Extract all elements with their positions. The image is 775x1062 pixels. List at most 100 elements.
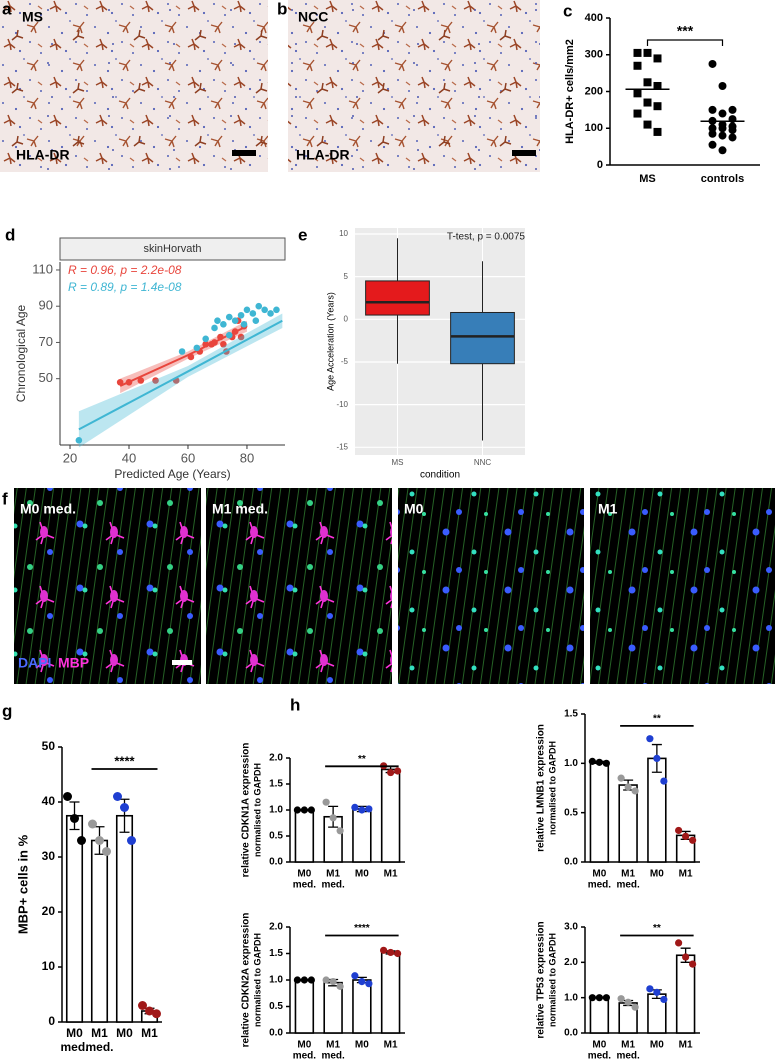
y-tick-label: 0 (344, 314, 349, 323)
data-point (255, 302, 263, 310)
y-tick-label: 0 (597, 159, 603, 171)
y-tick-label: 2.0 (269, 753, 283, 764)
x-tick-sublabel: med. (60, 1040, 88, 1054)
histology-texture (0, 0, 268, 172)
y-tick-label: 0.0 (269, 1028, 283, 1039)
data-point (380, 946, 388, 954)
data-point (633, 89, 642, 98)
panel-label: a (2, 0, 12, 18)
scale-bar (172, 660, 192, 665)
x-tick-label: 20 (63, 450, 77, 465)
data-point (252, 317, 260, 325)
panel-label: f (2, 489, 8, 508)
y-tick-label: 0.5 (269, 831, 283, 842)
data-point (220, 321, 227, 328)
data-point (217, 333, 224, 341)
y-tick-label: -15 (336, 442, 348, 451)
condition-label: M1 (598, 501, 618, 517)
bar (294, 809, 315, 863)
stain-label: DAPI (18, 655, 51, 671)
bar (294, 979, 315, 1034)
x-tick-label: NNC (474, 458, 492, 467)
data-point (718, 81, 727, 90)
x-tick-label: MS (392, 458, 404, 467)
fit-line (78, 319, 283, 431)
y-tick-label: 40 (42, 794, 56, 808)
y-tick-label: 30 (42, 849, 56, 863)
data-point (394, 767, 402, 775)
y-tick-label: 1.0 (269, 975, 283, 986)
x-tick-label: M1 (621, 1040, 635, 1051)
bar (589, 996, 610, 1034)
data-point (225, 331, 233, 339)
x-tick-label: M1 (384, 1040, 398, 1051)
data-point (70, 814, 79, 823)
data-point (646, 985, 654, 993)
data-point (329, 814, 337, 822)
data-point (307, 976, 315, 984)
y-tick-label: 110 (32, 261, 53, 276)
stain-label: HLA-DR (296, 147, 350, 163)
stain-label: MBP (58, 655, 89, 671)
y-axis-label: relative TP53 expression (536, 921, 547, 1038)
data-point (178, 348, 186, 355)
data-point (617, 995, 625, 1003)
x-tick-label: M1 (326, 869, 340, 880)
data-point (708, 124, 717, 133)
y-tick-label: -5 (341, 357, 349, 366)
box (450, 311, 515, 365)
x-tick-label: MS (639, 173, 656, 185)
bar (380, 768, 401, 863)
data-point (95, 836, 104, 845)
x-tick-label: M0 (355, 1040, 369, 1051)
data-point (358, 977, 366, 986)
x-tick-label: M1 (91, 1026, 108, 1040)
data-point (293, 806, 301, 814)
data-point (300, 806, 308, 814)
y-tick-label: 1.0 (269, 805, 283, 816)
histology-texture (288, 0, 540, 172)
y-tick-label: 2.0 (269, 922, 283, 933)
x-tick-sublabel: med. (293, 880, 317, 891)
data-point (267, 310, 274, 317)
y-tick-label: 70 (39, 334, 53, 349)
x-tick-label: M0 (297, 869, 311, 880)
y-axis-label: Age Acceleration (Years) (325, 292, 335, 391)
data-point (643, 78, 652, 87)
data-point (211, 339, 218, 346)
x-tick-sublabel: med. (321, 1051, 345, 1062)
data-point (643, 48, 652, 57)
data-point (322, 976, 330, 984)
y-tick-label: 10 (339, 229, 348, 238)
fluorescence-cells (14, 488, 201, 684)
data-point (588, 994, 596, 1002)
data-point (237, 311, 245, 319)
bar (323, 981, 343, 1034)
data-point (220, 340, 227, 348)
panel-label: d (5, 225, 15, 244)
data-point (237, 333, 245, 341)
data-point (240, 321, 248, 328)
data-point (682, 953, 690, 961)
x-tick-sublabel: med. (616, 880, 640, 891)
x-tick-label: M1 (141, 1026, 158, 1040)
y-axis-label: normalised to GAPDH (252, 763, 262, 857)
data-point (88, 819, 97, 829)
bar (90, 839, 109, 1023)
x-axis-label: condition (420, 470, 460, 481)
y-tick-label: 1.0 (564, 992, 578, 1003)
data-point (77, 836, 86, 845)
data-point (643, 120, 652, 129)
data-point (336, 982, 344, 990)
x-tick-label: M0 (297, 1040, 311, 1051)
chart-title: skinHorvath (143, 243, 201, 255)
panel-label: h (290, 695, 300, 714)
stain-label: HLA-DR (16, 147, 70, 163)
data-point (682, 832, 690, 840)
x-axis-label: Predicted Age (Years) (114, 467, 230, 481)
x-tick-label: M0 (650, 1040, 664, 1051)
bar (380, 951, 401, 1034)
data-point (728, 133, 737, 142)
bar (115, 814, 134, 1023)
x-tick-label: 40 (122, 450, 136, 465)
